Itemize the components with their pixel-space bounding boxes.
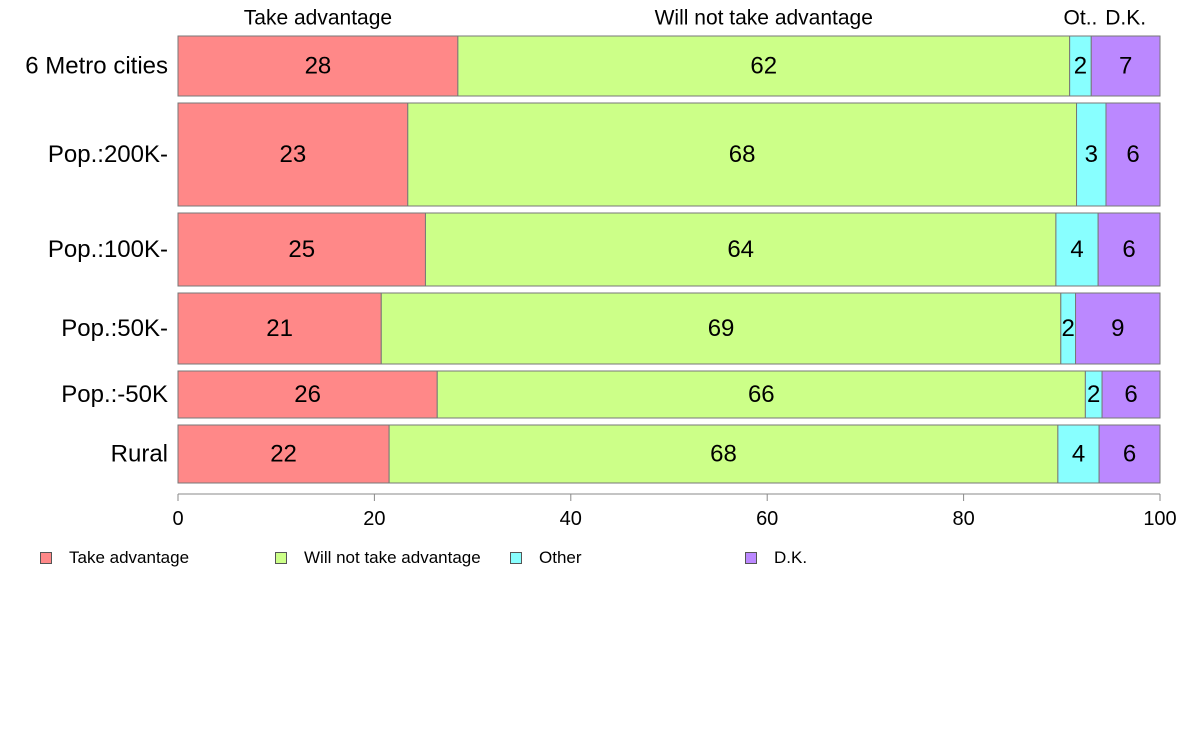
bar-take-advantage-pop-200k (177, 102, 409, 207)
data-label-take-advantage-6-metro-cities: 28 (305, 53, 332, 80)
data-label-will-not-take-advantage-pop-50k: 69 (708, 315, 735, 342)
bar-will-not-take-advantage-pop-100k (424, 212, 1057, 287)
category-label-pop-200k: Pop.:200K- (48, 141, 168, 168)
category-label-6-metro-cities: 6 Metro cities (25, 53, 168, 80)
legend-label-take-advantage: Take advantage (69, 548, 190, 567)
data-label-d-k-rural: 6 (1123, 441, 1136, 468)
x-tick-label-80: 80 (952, 508, 974, 530)
bar-d-k-rural (1098, 424, 1161, 484)
legend-item-other: Other (510, 548, 582, 568)
data-label-will-not-take-advantage-rural: 68 (710, 441, 737, 468)
category-label-pop-100k: Pop.:100K- (48, 236, 168, 263)
legend: Take advantage Will not take advantage O… (40, 548, 940, 568)
bar-d-k-pop-100k (1097, 212, 1161, 287)
bar-d-k-pop-50k (1101, 370, 1161, 419)
x-tick-label-100: 100 (1143, 508, 1176, 530)
data-label-take-advantage-pop-50k: 21 (266, 315, 293, 342)
x-tick-label-0: 0 (172, 508, 183, 530)
x-tick-label-20: 20 (363, 508, 385, 530)
x-tick-label-60: 60 (756, 508, 778, 530)
bar-take-advantage-pop-100k (177, 212, 426, 287)
data-label-d-k-pop-50k: 9 (1111, 315, 1124, 342)
data-label-d-k-6-metro-cities: 7 (1119, 53, 1132, 80)
category-label-pop-50k: Pop.:50K- (61, 315, 168, 342)
data-label-take-advantage-pop-50k: 26 (294, 381, 321, 408)
top-label-take-advantage: Take advantage (244, 7, 392, 30)
data-label-will-not-take-advantage-pop-100k: 64 (727, 236, 754, 263)
category-label-rural: Rural (111, 441, 168, 468)
legend-swatch-dk (745, 552, 757, 564)
top-label-d-k: D.K. (1105, 7, 1146, 30)
data-label-other-pop-50k: 2 (1087, 381, 1100, 408)
bar-d-k-pop-200k (1105, 102, 1161, 207)
data-label-other-6-metro-cities: 2 (1074, 53, 1087, 80)
category-label-pop-50k: Pop.:-50K (61, 381, 168, 408)
data-label-other-pop-50k: 2 (1062, 315, 1075, 342)
bar-other-pop-200k (1076, 102, 1107, 207)
bar-d-k-6-metro-cities (1090, 35, 1161, 97)
data-label-take-advantage-pop-200k: 23 (280, 141, 307, 168)
bar-will-not-take-advantage-6-metro-cities (457, 35, 1071, 97)
legend-swatch-take-advantage (40, 552, 52, 564)
legend-swatch-other (510, 552, 522, 564)
data-label-d-k-pop-100k: 6 (1122, 236, 1135, 263)
data-label-d-k-pop-200k: 6 (1126, 141, 1139, 168)
bar-take-advantage-pop-50k (177, 292, 382, 365)
legend-label-dk: D.K. (774, 548, 808, 567)
data-label-other-pop-200k: 3 (1085, 141, 1098, 168)
data-label-other-pop-100k: 4 (1070, 236, 1083, 263)
legend-swatch-will-not-take-advantage (275, 552, 287, 564)
legend-item-dk: D.K. (745, 548, 807, 568)
top-label-will-not-take-advantage: Will not take advantage (655, 7, 873, 30)
data-label-will-not-take-advantage-6-metro-cities: 62 (750, 53, 777, 80)
data-label-take-advantage-pop-100k: 25 (288, 236, 315, 263)
data-label-other-rural: 4 (1072, 441, 1085, 468)
bar-other-pop-100k (1055, 212, 1099, 287)
legend-label-will-not-take-advantage: Will not take advantage (304, 548, 481, 567)
bar-take-advantage-rural (177, 424, 390, 484)
legend-item-take-advantage: Take advantage (40, 548, 189, 568)
legend-label-other: Other (539, 548, 582, 567)
legend-item-will-not-take-advantage: Will not take advantage (275, 548, 481, 568)
top-label-other: Ot.. (1064, 7, 1098, 30)
data-label-will-not-take-advantage-pop-200k: 68 (729, 141, 756, 168)
bar-take-advantage-6-metro-cities (177, 35, 459, 97)
bar-d-k-pop-50k (1075, 292, 1161, 365)
data-label-d-k-pop-50k: 6 (1124, 381, 1137, 408)
x-tick-label-40: 40 (560, 508, 582, 530)
data-label-will-not-take-advantage-pop-50k: 66 (748, 381, 775, 408)
bar-will-not-take-advantage-pop-200k (407, 102, 1078, 207)
data-label-take-advantage-rural: 22 (270, 441, 297, 468)
bar-will-not-take-advantage-rural (388, 424, 1059, 484)
bar-will-not-take-advantage-pop-50k (380, 292, 1062, 365)
